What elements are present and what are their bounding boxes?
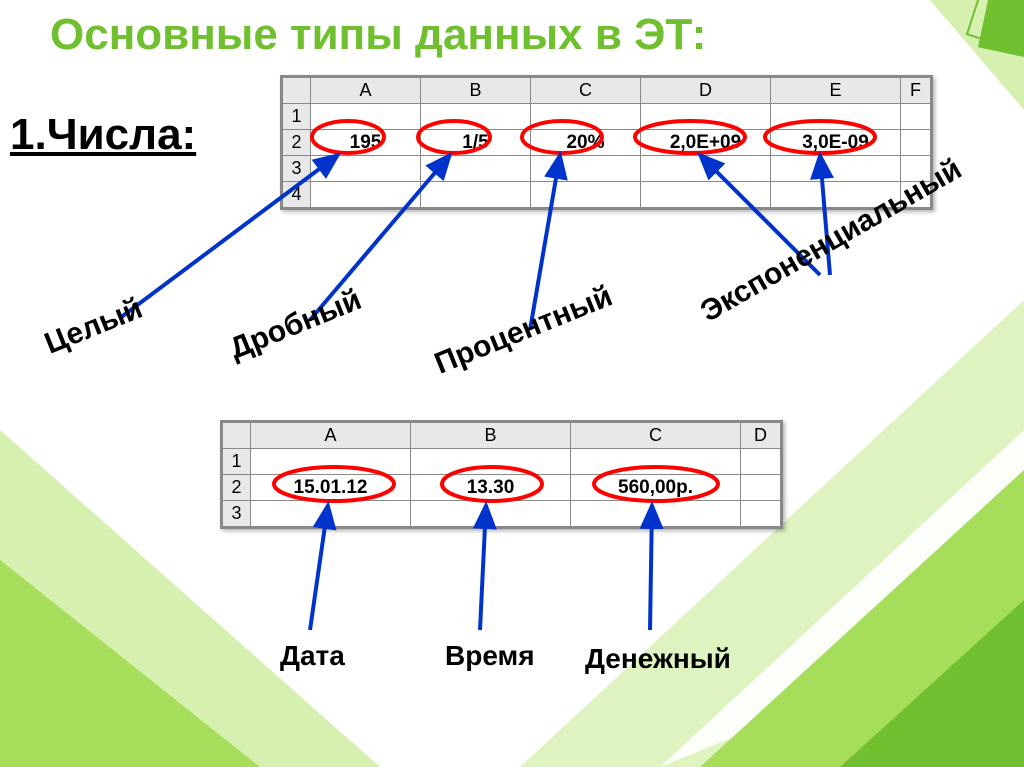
col-header: A bbox=[251, 423, 411, 449]
row-header: 4 bbox=[283, 182, 311, 208]
cell bbox=[741, 501, 781, 527]
cell: 13.30 bbox=[411, 475, 571, 501]
cell bbox=[311, 104, 421, 130]
col-header: F bbox=[901, 78, 931, 104]
cell bbox=[421, 182, 531, 208]
cell bbox=[531, 104, 641, 130]
spreadsheet-numbers: ABCDEF 121951/520%2,0E+093,0E-09 34 bbox=[280, 75, 933, 210]
row-header: 2 bbox=[283, 130, 311, 156]
cell bbox=[531, 182, 641, 208]
row-header: 1 bbox=[283, 104, 311, 130]
cell: 15.01.12 bbox=[251, 475, 411, 501]
col-header: C bbox=[571, 423, 741, 449]
cell bbox=[411, 449, 571, 475]
type-label: Дата bbox=[280, 640, 345, 672]
col-header: D bbox=[741, 423, 781, 449]
cell bbox=[901, 104, 931, 130]
cell: 560,00р. bbox=[571, 475, 741, 501]
cell bbox=[641, 156, 771, 182]
cell bbox=[641, 104, 771, 130]
cell bbox=[641, 182, 771, 208]
slide-title: Основные типы данных в ЭТ: bbox=[50, 10, 706, 60]
cell: 195 bbox=[311, 130, 421, 156]
row-header: 3 bbox=[223, 501, 251, 527]
cell bbox=[571, 449, 741, 475]
table-numbers: ABCDEF 121951/520%2,0E+093,0E-09 34 bbox=[282, 77, 931, 208]
cell bbox=[771, 104, 901, 130]
row-header: 3 bbox=[283, 156, 311, 182]
spreadsheet-date-time: ABCD 1215.01.1213.30560,00р. 3 bbox=[220, 420, 783, 529]
cell: 3,0E-09 bbox=[771, 130, 901, 156]
cell bbox=[411, 501, 571, 527]
type-label: Денежный bbox=[585, 643, 731, 675]
row-header: 1 bbox=[223, 449, 251, 475]
cell bbox=[251, 449, 411, 475]
col-header: B bbox=[421, 78, 531, 104]
corner-decoration bbox=[934, 0, 1024, 90]
cell bbox=[741, 475, 781, 501]
cell: 1/5 bbox=[421, 130, 531, 156]
type-label: Время bbox=[445, 640, 535, 672]
cell: 20% bbox=[531, 130, 641, 156]
row-header: 2 bbox=[223, 475, 251, 501]
cell bbox=[771, 156, 901, 182]
cell bbox=[901, 130, 931, 156]
cell bbox=[741, 449, 781, 475]
table-date-time: ABCD 1215.01.1213.30560,00р. 3 bbox=[222, 422, 781, 527]
col-header: B bbox=[411, 423, 571, 449]
col-header: C bbox=[531, 78, 641, 104]
col-header: E bbox=[771, 78, 901, 104]
col-header: A bbox=[311, 78, 421, 104]
col-header: D bbox=[641, 78, 771, 104]
cell bbox=[311, 182, 421, 208]
cell: 2,0E+09 bbox=[641, 130, 771, 156]
section-heading: 1.Числа: bbox=[10, 110, 196, 160]
cell bbox=[531, 156, 641, 182]
cell bbox=[421, 156, 531, 182]
cell bbox=[311, 156, 421, 182]
cell bbox=[421, 104, 531, 130]
cell bbox=[571, 501, 741, 527]
cell bbox=[251, 501, 411, 527]
